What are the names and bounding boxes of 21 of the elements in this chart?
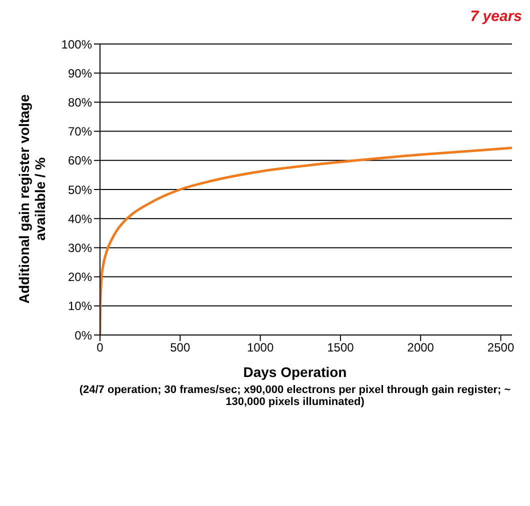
x-tick-label: 1500	[327, 340, 354, 355]
y-tick-label: 70%	[68, 124, 92, 139]
y-tick-label: 0%	[74, 328, 92, 342]
x-tick-label: 2500	[487, 340, 514, 355]
x-tick-label: 500	[170, 340, 190, 355]
y-tick-label: 20%	[68, 270, 92, 284]
y-tick-label: 10%	[68, 299, 92, 314]
y-tick-label: 100%	[61, 37, 92, 52]
y-tick-label: 50%	[68, 182, 92, 197]
x-tick-label: 1000	[246, 340, 274, 355]
y-axis-title: Additional gain register voltage available / %	[16, 93, 48, 306]
y-tick-label: 40%	[68, 212, 92, 226]
text: (24/7 operation; 30 frames/sec; x90,000 electrons per pixel through gain register; ~ 130,000 pixels illuminated)	[78, 384, 512, 408]
text: 7 years	[469, 8, 522, 27]
y-tick-label: 90%	[68, 66, 92, 80]
y-tick-label: 80%	[68, 95, 92, 110]
x-tick-label: 0	[96, 340, 104, 355]
y-tick-label: 60%	[68, 154, 92, 168]
x-axis-title: Days Operation	[242, 364, 348, 380]
y-tick-label: 30%	[68, 240, 92, 255]
x-tick-label: 2000	[407, 340, 434, 355]
